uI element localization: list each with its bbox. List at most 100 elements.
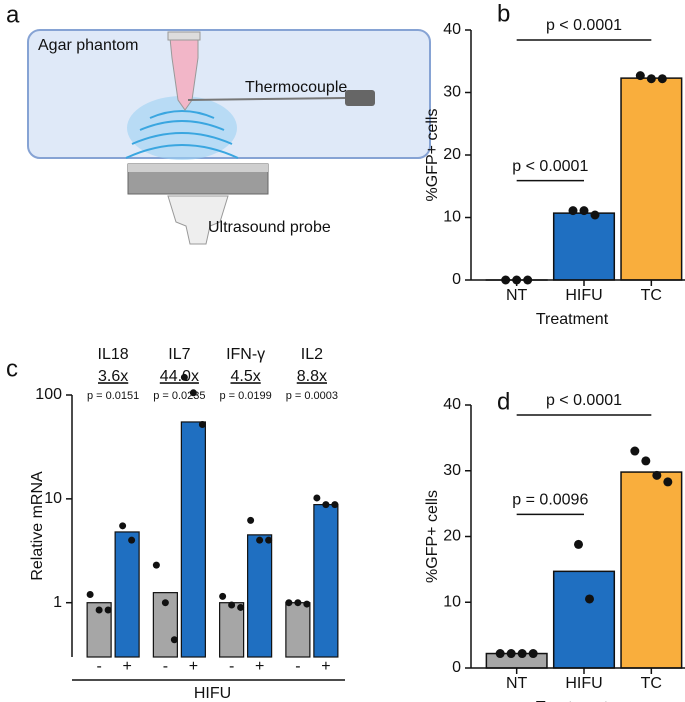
transducer-top — [128, 164, 268, 172]
diagram: a Thermocouple Agar phantom Ultrasound p… — [6, 1, 431, 245]
x-tick-label: NT — [506, 675, 528, 692]
cap — [167, 31, 201, 41]
x-tick-label: + — [122, 658, 131, 675]
data-point — [161, 599, 169, 607]
tube — [169, 37, 199, 111]
y-tick-label: 10 — [443, 209, 461, 226]
data-point — [630, 446, 640, 456]
data-point — [495, 649, 505, 659]
data-point — [646, 74, 656, 84]
sensor-label: Thermocouple — [245, 79, 347, 96]
p-label: p = 0.0199 — [219, 390, 271, 402]
data-point — [663, 477, 673, 487]
group-label: IL18 — [98, 346, 129, 363]
y-tick-label: 100 — [35, 386, 62, 403]
data-point — [641, 456, 651, 466]
panel-label: b — [497, 0, 510, 27]
bar — [285, 602, 311, 658]
data-point — [322, 501, 330, 509]
p-label: p = 0.0151 — [87, 390, 139, 402]
data-point — [590, 210, 600, 220]
data-point — [95, 606, 103, 614]
x-tick-label: - — [295, 658, 300, 675]
fold-label: 4.5x — [231, 368, 261, 385]
y-tick-label: 1 — [53, 594, 62, 611]
data-point — [104, 606, 112, 614]
x-tick-label: - — [96, 658, 101, 675]
data-point — [265, 536, 273, 544]
bar — [620, 77, 683, 281]
x-tick-label: HIFU — [565, 287, 602, 304]
bar — [552, 212, 616, 281]
x-axis-label: Treatment — [536, 699, 609, 702]
focus — [127, 96, 237, 160]
panel-label: a — [6, 1, 20, 28]
bar — [620, 471, 683, 669]
data-point — [313, 494, 321, 502]
data-point — [128, 536, 136, 544]
data-point — [528, 649, 538, 659]
data-point — [331, 501, 339, 509]
x-tick-label: NT — [506, 287, 528, 304]
y-tick-label: 10 — [44, 490, 62, 507]
y-tick-label: 0 — [452, 659, 461, 676]
y-axis-label: %GFP+ cells — [424, 490, 441, 583]
bracket-label: p = 0.0096 — [512, 492, 588, 509]
x-tick-label: HIFU — [565, 675, 602, 692]
fold-label: 3.6x — [98, 368, 128, 385]
x-tick-label: + — [189, 658, 198, 675]
x-tick-label: TC — [641, 675, 662, 692]
panel-label: d — [497, 388, 510, 415]
y-tick-label: 20 — [443, 528, 461, 545]
x-tick-label: + — [321, 658, 330, 675]
data-point — [228, 601, 236, 609]
data-point — [247, 516, 255, 524]
phantom-label: Agar phantom — [38, 37, 139, 54]
x-tick-label: - — [229, 658, 234, 675]
x-tick-label: - — [163, 658, 168, 675]
data-point — [198, 420, 206, 428]
waves — [125, 110, 239, 159]
bracket-label: p < 0.0001 — [512, 158, 588, 175]
data-point — [585, 594, 594, 604]
data-point — [285, 599, 293, 607]
bar — [552, 570, 616, 669]
bar — [180, 421, 206, 658]
x-axis-label: Treatment — [536, 311, 609, 328]
group-label: IL2 — [301, 346, 323, 363]
group-label: IFN-γ — [226, 346, 265, 363]
data-point — [574, 539, 583, 549]
x-tick-label: TC — [641, 287, 662, 304]
y-tick-label: 30 — [443, 84, 461, 101]
bracket-label: p < 0.0001 — [546, 17, 622, 34]
x-axis-label: HIFU — [194, 685, 231, 702]
p-label: p = 0.0003 — [286, 390, 338, 402]
y-tick-label: 10 — [443, 593, 461, 610]
y-axis-label: Relative mRNA — [29, 471, 46, 581]
bar — [114, 531, 140, 658]
y-tick-label: 30 — [443, 462, 461, 479]
data-point — [219, 592, 227, 600]
data-point — [635, 71, 645, 81]
data-point — [294, 599, 302, 607]
data-point — [86, 590, 94, 598]
probe — [167, 195, 229, 245]
data-point — [568, 206, 578, 216]
data-point — [256, 536, 264, 544]
data-point — [579, 206, 589, 216]
y-tick-label: 40 — [443, 396, 461, 413]
connector — [345, 90, 375, 106]
panel-label: c — [6, 355, 18, 382]
data-point — [652, 470, 662, 480]
bar — [313, 504, 339, 658]
y-tick-label: 0 — [452, 271, 461, 288]
y-tick-label: 40 — [443, 21, 461, 38]
wire — [187, 97, 346, 101]
data-point — [517, 649, 527, 659]
bar — [485, 652, 548, 669]
data-point — [303, 600, 311, 608]
p-label: p = 0.0235 — [153, 390, 205, 402]
fold-label: 8.8x — [297, 368, 327, 385]
y-axis-label: %GFP+ cells — [424, 109, 441, 202]
bracket-label: p < 0.0001 — [546, 392, 622, 409]
